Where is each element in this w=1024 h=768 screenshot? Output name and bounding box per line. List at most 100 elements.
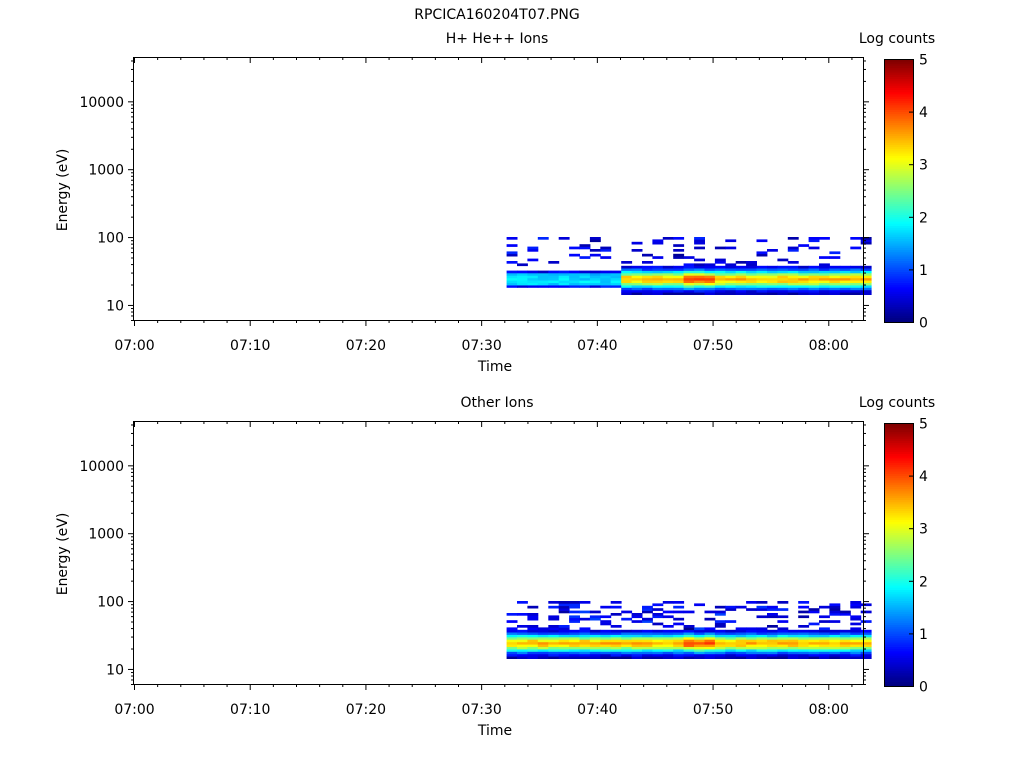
heatmap-cell	[777, 608, 789, 611]
colorbar-segment	[884, 236, 913, 240]
heatmap-cell	[808, 634, 820, 638]
heatmap-cell	[506, 253, 518, 257]
heatmap-cell	[517, 275, 528, 279]
heatmap-cell	[631, 275, 643, 279]
colorbar-segment	[884, 633, 913, 636]
heatmap-cell	[777, 653, 789, 657]
heatmap-cell	[735, 651, 747, 655]
colorbar: 0 1 2 3 4 5	[884, 417, 928, 696]
heatmap-cell	[725, 289, 737, 293]
heatmap-cell	[777, 270, 789, 274]
heatmap-cell	[839, 277, 851, 281]
heatmap-cell	[746, 263, 757, 267]
heatmap-cell	[683, 277, 695, 281]
colorbar-segment	[884, 271, 913, 275]
heatmap-cell	[777, 644, 789, 647]
heatmap-cell	[621, 289, 633, 293]
heatmap-cell	[673, 289, 685, 293]
heatmap-cell	[683, 649, 695, 652]
heatmap-cell	[808, 656, 820, 659]
panel-other-ions: Other Ions Log counts Energy (eV) Time 0…	[55, 395, 935, 739]
colorbar-segment	[884, 471, 913, 474]
colorbar-segment	[884, 672, 913, 676]
heatmap-cell	[662, 644, 674, 647]
heatmap-cell	[537, 646, 549, 650]
colorbar-segment	[884, 201, 913, 205]
heatmap-cell	[725, 637, 737, 640]
colorbar-segment	[884, 232, 913, 235]
colorbar-tick-label: 4	[919, 105, 928, 121]
heatmap-cell	[850, 275, 862, 279]
colorbar-segment	[884, 247, 913, 251]
heatmap-cell	[787, 641, 799, 645]
heatmap-cell	[798, 610, 810, 614]
heatmap-cell	[735, 629, 747, 633]
heatmap-cell	[725, 277, 737, 281]
heatmap-cell	[756, 649, 768, 652]
heatmap-cell	[621, 653, 633, 657]
heatmap-cell	[569, 615, 580, 619]
heatmap-cell	[589, 629, 601, 633]
heatmap-cell	[767, 625, 778, 628]
x-tick-label: 07:40	[577, 338, 617, 354]
heatmap-cell	[725, 605, 737, 609]
heatmap-cell	[506, 653, 518, 657]
heatmap-cell	[610, 637, 622, 640]
heatmap-cell	[860, 656, 872, 659]
heatmap-cell	[537, 649, 549, 652]
heatmap-cell	[798, 601, 810, 604]
colorbar-segment	[884, 438, 913, 441]
colorbar-segment	[884, 596, 913, 599]
heatmap-cell	[767, 632, 778, 635]
heatmap-cell	[642, 280, 653, 283]
heatmap-cell	[787, 280, 799, 283]
heatmap-cell	[642, 632, 653, 635]
heatmap-cell	[652, 287, 664, 291]
heatmap-cell	[787, 277, 799, 281]
heatmap-cell	[756, 646, 768, 650]
heatmap-cell	[631, 620, 643, 623]
heatmap-cell	[537, 270, 549, 274]
heatmap-cell	[694, 285, 705, 288]
heatmap-cell	[777, 280, 789, 283]
heatmap-cell	[642, 641, 653, 645]
heatmap-cell	[798, 277, 810, 281]
heatmap-cell	[569, 253, 580, 257]
heatmap-cell	[673, 268, 685, 271]
colorbar-segment	[884, 72, 913, 75]
heatmap-cell	[558, 649, 570, 652]
heatmap-cell	[777, 265, 789, 269]
heatmap-cell	[756, 639, 768, 643]
colorbar-segment	[884, 179, 913, 183]
heatmap-cell	[537, 627, 549, 631]
heatmap-cell	[569, 277, 580, 281]
heatmap-cell	[558, 603, 570, 607]
heatmap-cell	[829, 282, 841, 286]
heatmap-cell	[517, 632, 528, 635]
colorbar-segment	[884, 469, 913, 472]
heatmap-cell	[704, 651, 716, 655]
colorbar-segment	[884, 137, 913, 141]
colorbar-segment	[884, 210, 913, 213]
heatmap-cell	[579, 656, 591, 659]
heatmap-cell	[694, 627, 705, 631]
heatmap-cell	[569, 632, 580, 635]
heatmap-cell	[569, 617, 580, 621]
heatmap-cell	[558, 632, 570, 635]
colorbar-segment	[884, 254, 913, 257]
heatmap-cell	[798, 265, 810, 269]
heatmap-cell	[694, 653, 705, 657]
colorbar-segment	[884, 613, 913, 617]
heatmap-cell	[704, 289, 716, 293]
heatmap-cell	[600, 641, 612, 645]
colorbar-segment	[884, 499, 913, 503]
y-tick-label: 100	[97, 595, 124, 611]
heatmap-cell	[746, 649, 757, 652]
heatmap-cell	[642, 644, 653, 647]
heatmap-cell	[756, 651, 768, 655]
colorbar-segment	[884, 293, 913, 297]
colorbar-label: Log counts	[859, 31, 935, 47]
heatmap-cell	[725, 239, 737, 243]
heatmap-cell	[829, 649, 841, 652]
heatmap-cell	[819, 282, 830, 286]
